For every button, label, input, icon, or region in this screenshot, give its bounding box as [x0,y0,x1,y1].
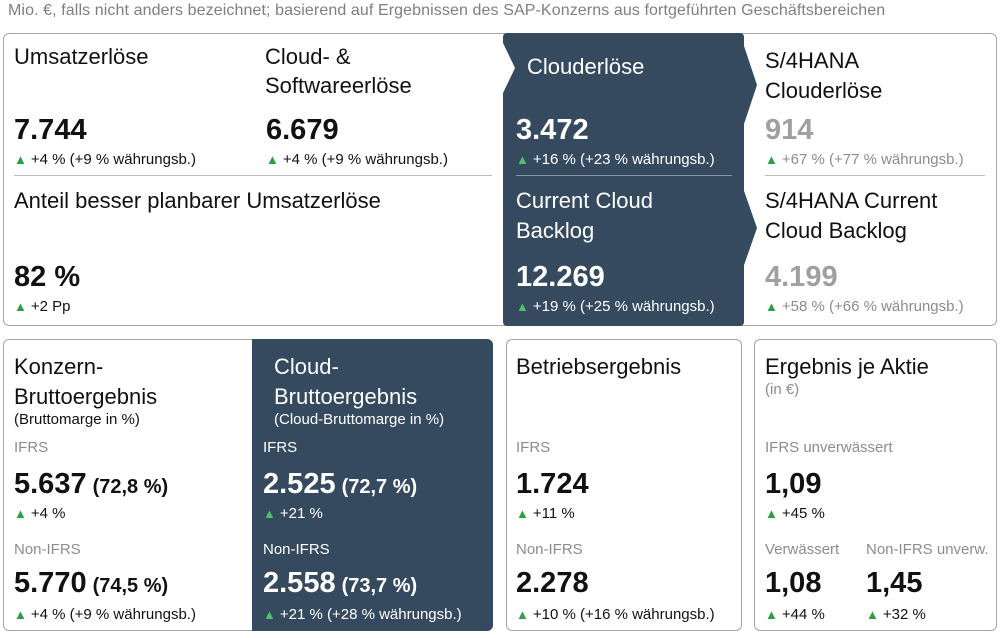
up-arrow-icon: ▲ [765,152,778,167]
cloud-brutto-nonifrs-change: ▲ +21 % (+28 % währungsb.) [263,606,462,623]
konzern-nonifrs-value: 5.770 (74,5 %) [14,567,169,599]
cloud-brutto-ifrs-change: ▲ +21 % [263,505,323,522]
ccb-value: 12.269 [516,261,605,293]
up-arrow-icon: ▲ [14,506,27,521]
konzern-subtitle: (Bruttomarge in %) [14,411,140,428]
clouderloese-value: 3.472 [516,114,589,146]
up-arrow-icon: ▲ [516,607,529,622]
up-arrow-icon: ▲ [516,506,529,521]
ccb-title-2: Backlog [516,218,595,243]
konzern-ifrs-change: ▲ +4 % [14,505,66,522]
eps-title: Ergebnis je Aktie [765,354,929,379]
up-arrow-icon: ▲ [765,299,778,314]
cloud-brutto-title-1: Cloud- [274,354,339,379]
eps-nonifrs-change: ▲ +32 % [866,606,926,623]
s4-ccb-change: ▲ +58 % (+66 % währungsb.) [765,298,964,315]
anteil-value: 82 % [14,261,81,293]
konzern-ifrs-label: IFRS [14,439,49,456]
up-arrow-icon: ▲ [266,152,279,167]
ccb-change: ▲ +19 % (+25 % währungsb.) [516,298,715,315]
konzern-title-2: Bruttoergebnis [14,384,158,409]
cloud-brutto-nonifrs-value: 2.558 (73,7 %) [263,567,418,599]
betrieb-ifrs-label: IFRS [516,439,551,456]
anteil-change: ▲ +2 Pp [14,298,71,315]
cloud-brutto-subtitle: (Cloud-Bruttomarge in %) [274,411,445,428]
s4-cloud-title-1: S/4HANA [765,48,860,73]
eps-diluted-label: Verwässert [765,541,840,558]
s4-cloud-value: 914 [765,114,814,146]
konzern-nonifrs-change: ▲ +4 % (+9 % währungsb.) [14,606,196,623]
s4-ccb-title-2: Cloud Backlog [765,218,907,243]
ccb-title-1: Current Cloud [516,188,653,213]
cloud-software-title-1: Cloud- & [265,44,351,69]
s4-ccb-value: 4.199 [765,261,838,293]
cloud-software-change: ▲ +4 % (+9 % währungsb.) [266,151,448,168]
betrieb-title: Betriebsergebnis [516,354,682,379]
chevron-right-icon [743,43,757,268]
konzern-nonifrs-label: Non-IFRS [14,541,81,558]
divider [765,175,985,176]
up-arrow-icon: ▲ [263,607,276,622]
cloud-brutto-ifrs-label: IFRS [263,439,298,456]
up-arrow-icon: ▲ [866,607,879,622]
cloud-panel: Clouderlöse 3.472 ▲ +16 % (+23 % währungs… [503,33,744,326]
divider [516,175,732,176]
umsatz-change: ▲ +4 % (+9 % währungsb.) [14,151,196,168]
up-arrow-icon: ▲ [516,152,529,167]
umsatz-value: 7.744 [14,114,87,146]
cloud-brutto-ifrs-value: 2.525 (72,7 %) [263,468,418,500]
cloud-software-title-2: Softwareerlöse [265,73,412,98]
up-arrow-icon: ▲ [765,506,778,521]
anteil-title: Anteil besser planbarer Umsatzerlöse [14,188,381,213]
betrieb-nonifrs-change: ▲ +10 % (+16 % währungsb.) [516,606,715,623]
cloud-brutto-title-2: Bruttoergebnis [274,384,418,409]
cloud-brutto-nonifrs-label: Non-IFRS [263,541,330,558]
eps-ifrs-change: ▲ +45 % [765,505,825,522]
eps-nonifrs-label: Non-IFRS unverw. [866,541,989,558]
konzern-title-1: Konzern- [14,354,104,379]
clouderloese-title: Clouderlöse [527,54,645,79]
eps-subtitle: (in €) [765,381,800,398]
up-arrow-icon: ▲ [14,607,27,622]
betrieb-ifrs-change: ▲ +11 % [516,505,575,522]
chevron-notch [503,43,515,93]
up-arrow-icon: ▲ [516,299,529,314]
revenue-card [3,33,997,326]
eps-ifrs-label: IFRS unverwässert [765,439,893,456]
eps-nonifrs-value: 1,45 [866,567,923,599]
konzern-ifrs-value: 5.637 (72,8 %) [14,468,169,500]
eps-card [754,339,997,631]
up-arrow-icon: ▲ [14,299,27,314]
clouderloese-change: ▲ +16 % (+23 % währungsb.) [516,151,715,168]
betrieb-nonifrs-label: Non-IFRS [516,541,583,558]
cloud-software-value: 6.679 [266,114,339,146]
up-arrow-icon: ▲ [263,506,276,521]
s4-cloud-change: ▲ +67 % (+77 % währungsb.) [765,151,964,168]
umsatz-title: Umsatzerlöse [14,44,149,69]
eps-diluted-change: ▲ +44 % [765,606,825,623]
divider [14,175,492,176]
up-arrow-icon: ▲ [765,607,778,622]
s4-cloud-title-2: Clouderlöse [765,78,883,103]
betrieb-ifrs-value: 1.724 [516,468,589,500]
up-arrow-icon: ▲ [14,152,27,167]
s4-ccb-title-1: S/4HANA Current [765,188,938,213]
operating-profit-card [506,339,742,631]
betrieb-nonifrs-value: 2.278 [516,567,589,599]
footnote-header: Mio. €, falls nicht anders bezeichnet; b… [8,2,886,19]
eps-ifrs-value: 1,09 [765,468,822,500]
cloud-gross-panel: Cloud- Bruttoergebnis (Cloud-Bruttomarge… [252,339,493,631]
eps-diluted-value: 1,08 [765,567,822,599]
